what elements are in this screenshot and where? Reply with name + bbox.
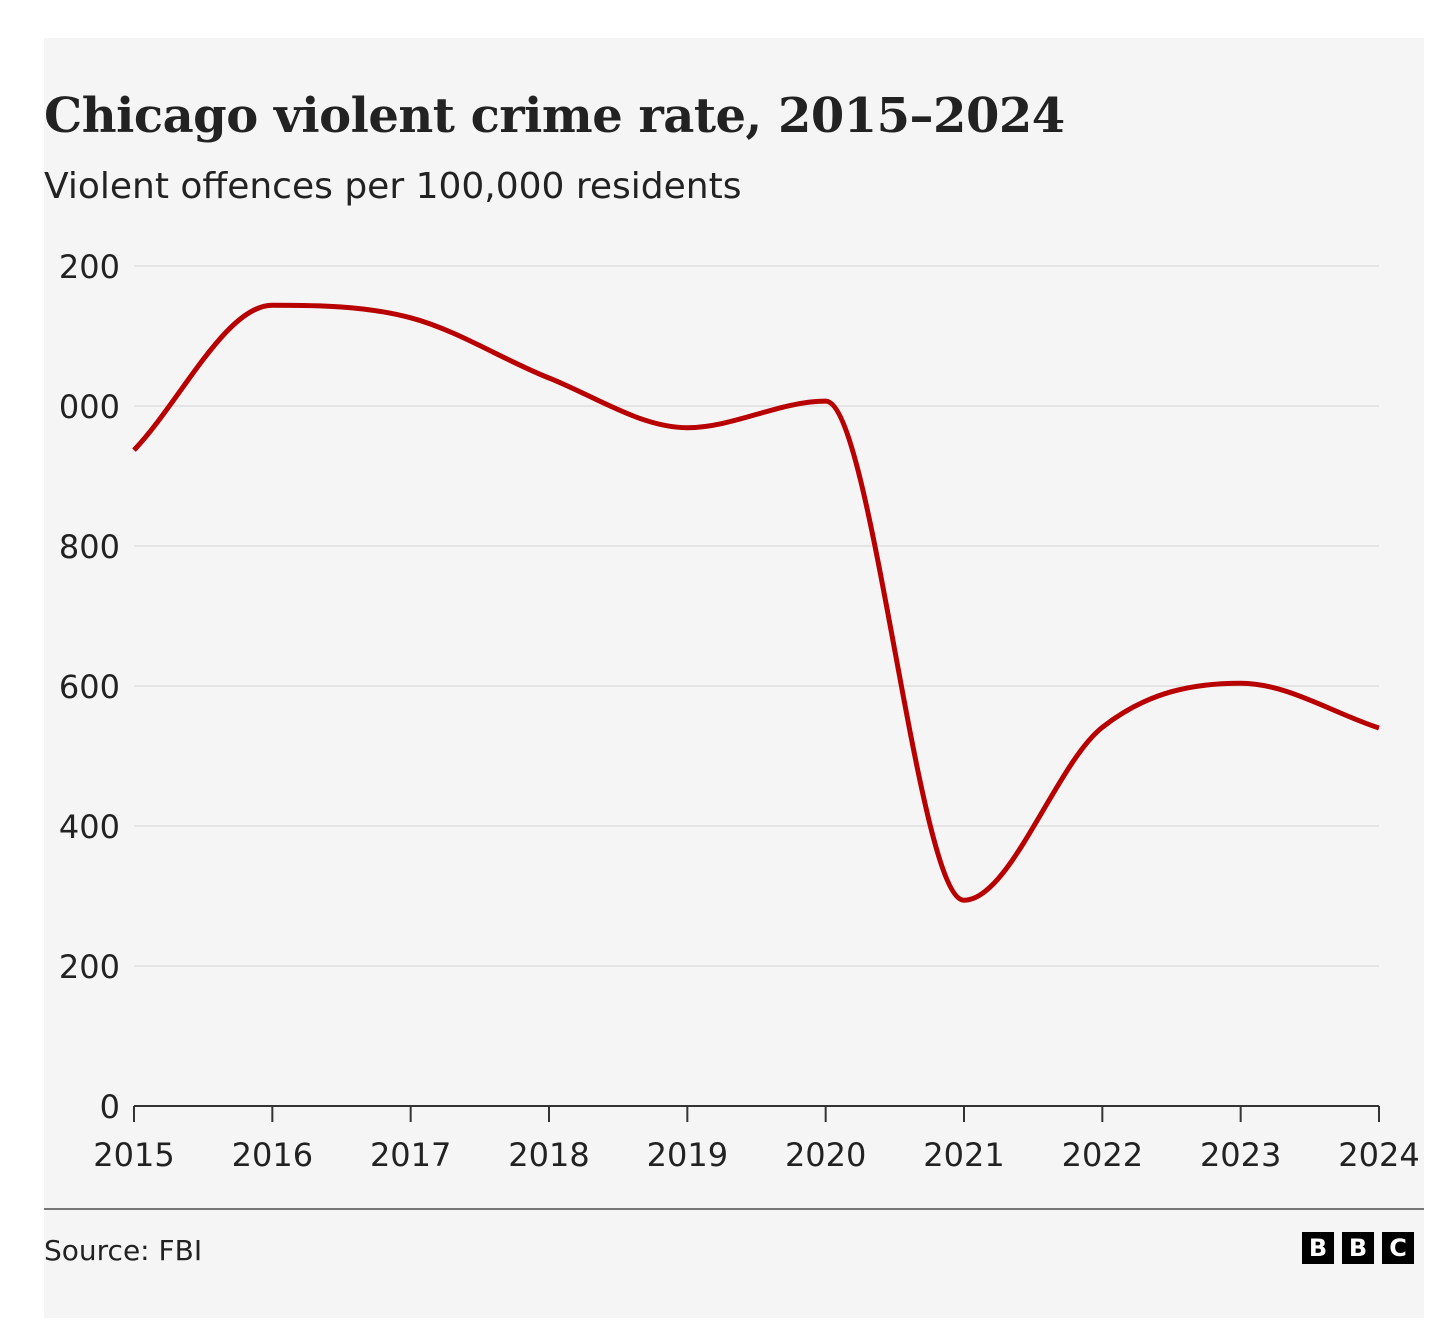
- x-tick-label: 2019: [647, 1136, 728, 1174]
- y-tick-label: 0: [100, 1088, 120, 1126]
- x-tick-label: 2024: [1338, 1136, 1419, 1174]
- bbc-logo-letter: B: [1302, 1232, 1334, 1264]
- x-tick-label: 2022: [1062, 1136, 1143, 1174]
- footer-divider: [44, 1208, 1424, 1210]
- line-chart: 0 200 400 600 800 000 200 2015 2016 2017 2018 2019 2…: [59, 248, 1420, 1174]
- bbc-logo-letter: C: [1382, 1232, 1414, 1264]
- x-tick-label: 2020: [785, 1136, 866, 1174]
- x-tick-label: 2016: [232, 1136, 313, 1174]
- x-tick-label: 2023: [1200, 1136, 1281, 1174]
- x-tick-label: 2018: [508, 1136, 589, 1174]
- source-note: Source: FBI: [44, 1234, 203, 1267]
- x-tick-label: 2021: [923, 1136, 1004, 1174]
- x-tick-label: 2015: [93, 1136, 174, 1174]
- chart-panel: Chicago violent crime rate, 2015–2024 Vi…: [44, 38, 1424, 1318]
- x-tick-label: 2017: [370, 1136, 451, 1174]
- series-line: [132, 302, 1380, 903]
- chart-title: Chicago violent crime rate, 2015–2024: [44, 88, 1065, 144]
- y-tick-label: 400: [59, 808, 120, 846]
- y-tick-label: 000: [59, 388, 120, 426]
- chart-subtitle: Violent offences per 100,000 residents: [44, 166, 742, 207]
- y-tick-label: 600: [59, 668, 120, 706]
- bbc-logo: B B C: [1302, 1232, 1414, 1264]
- y-tick-label: 200: [59, 948, 120, 986]
- bbc-logo-letter: B: [1342, 1232, 1374, 1264]
- y-tick-label: 800: [59, 528, 120, 566]
- y-tick-label: 200: [59, 248, 120, 286]
